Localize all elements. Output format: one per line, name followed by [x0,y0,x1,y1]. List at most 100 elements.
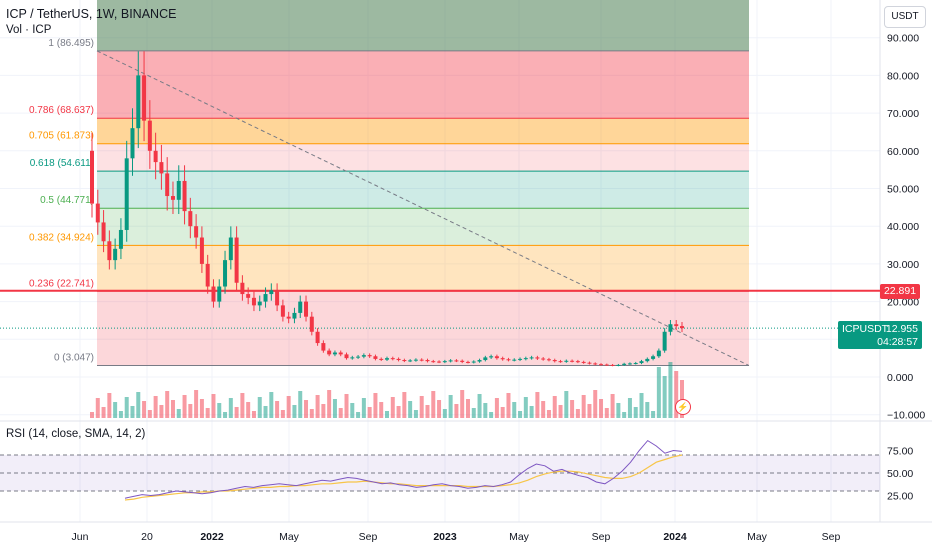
candle-body [622,363,627,365]
fib-zone [97,171,749,209]
volume-bar [500,407,505,418]
candle-body [223,260,228,287]
volume-bar [494,398,499,418]
time-axis-label: Sep [592,531,611,543]
candle-body [327,350,332,355]
volume-bar [344,394,349,418]
candle-body [263,294,268,302]
volume-bar [570,400,575,418]
candle-body [315,331,320,344]
currency-button[interactable]: USDT [884,6,926,28]
candle-body [518,358,523,360]
candle-body [379,358,384,360]
candle-body [541,358,546,360]
volume-bar [223,412,228,418]
volume-bar [431,391,436,418]
fib-level-label: 1 (86.495) [48,38,94,49]
candle-body [587,362,592,364]
volume-bar [240,393,245,418]
volume-bar [454,404,459,418]
volume-bar [211,394,216,418]
candle-body [367,355,372,357]
candle-body [431,361,436,363]
volume-bar [130,406,135,418]
last-price-symbol: ICPUSDT [842,323,889,335]
candle-body [460,360,465,362]
candle-body [413,359,418,361]
volume-bar [199,399,204,418]
volume-bar [442,409,447,418]
candle-body [442,361,447,363]
volume-bar [593,390,598,418]
volume-bar [512,402,517,418]
volume-bar [107,393,112,418]
fib-level-label: 0.618 (54.611) [30,158,94,169]
candle-body [159,162,164,174]
candle-body [552,360,557,362]
candle-body [437,361,442,363]
volume-bar [194,390,199,418]
volume-bar [425,405,430,418]
volume-bar [575,409,580,418]
candle-body [402,360,407,362]
volume-bar [286,396,291,418]
candle-body [448,360,453,362]
candle-body [604,364,609,366]
volume-bar [419,396,424,418]
candle-body [512,359,517,361]
volume-bar [616,403,621,418]
volume-bar [506,393,511,418]
candle-body [581,361,586,363]
candle-body [639,361,644,364]
fib-level-label: 0.786 (68.637) [29,105,94,116]
price-axis-label: −10.000 [887,410,925,422]
time-axis-label: 2023 [433,531,457,543]
candle-body [269,290,274,295]
candle-body [500,358,505,360]
volume-bar [309,409,314,418]
volume-bar [674,371,679,418]
candle-body [396,358,401,361]
volume-bar [385,411,389,418]
candle-body [234,237,239,283]
price-axis-label: 80.000 [887,70,919,82]
candle-body [350,357,355,359]
lightning-icon[interactable]: ⚡ [675,399,691,415]
candle-body [419,359,424,361]
price-axis-label: 20.000 [887,297,919,309]
volume-bar [182,395,187,418]
price-axis-label: 90.000 [887,33,919,45]
volume-bar [529,406,534,418]
candle-body [546,359,551,361]
candle-body [188,211,193,227]
volume-indicator-label[interactable]: Vol · ICP [6,24,52,36]
fib-level-label: 0.705 (61.873) [29,131,94,142]
candle-body [136,75,141,129]
rsi-axis-label: 25.00 [887,491,913,503]
rsi-indicator-label[interactable]: RSI (14, close, SMA, 14, 2) [6,428,146,440]
volume-bar [205,408,210,418]
volume-bar [298,391,303,418]
candle-body [535,357,540,359]
candle-body [651,356,656,359]
volume-bar [645,402,650,418]
volume-bar [275,401,280,418]
candle-body [153,150,158,163]
candle-body [205,263,210,287]
time-axis-label: 2022 [200,531,224,543]
volume-bar [257,397,262,418]
symbol-title[interactable]: ICP / TetherUS, 1W, BINANCE [6,7,177,21]
volume-bar [448,395,453,418]
volume-bar [159,405,164,418]
candle-body [506,359,511,361]
candle-body [130,128,135,159]
volume-bar [523,397,528,418]
candle-body [147,120,152,151]
price-axis-label: 60.000 [887,146,919,158]
volume-bar [541,401,546,418]
candle-body [304,301,309,317]
candle-body [107,241,112,261]
fib-level-label: 0.5 (44.771) [40,195,94,206]
time-axis-label: 20 [141,531,153,543]
